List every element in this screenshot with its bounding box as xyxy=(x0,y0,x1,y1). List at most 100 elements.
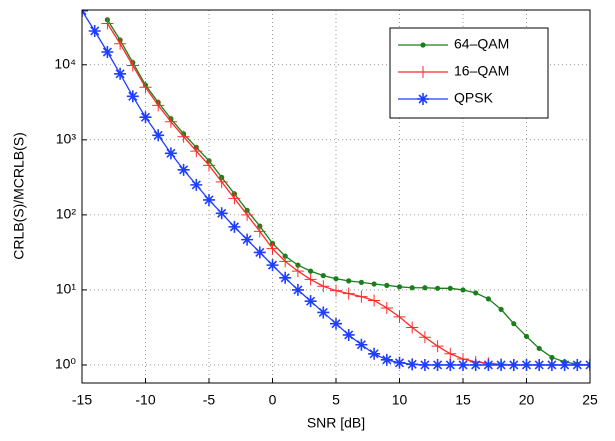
marker xyxy=(393,310,406,323)
x-tick-label: -10 xyxy=(135,392,155,408)
marker xyxy=(228,220,241,233)
marker-shape xyxy=(418,331,431,344)
marker xyxy=(291,283,304,296)
marker xyxy=(417,66,429,78)
marker xyxy=(346,278,352,284)
marker-shape xyxy=(304,295,317,308)
marker-dot xyxy=(346,278,352,284)
marker xyxy=(495,358,508,371)
marker xyxy=(549,354,555,361)
marker xyxy=(308,268,314,274)
marker-shape xyxy=(406,321,419,334)
marker-dot xyxy=(333,276,339,282)
marker-shape xyxy=(203,159,215,172)
marker xyxy=(422,285,428,291)
marker xyxy=(114,67,127,80)
marker-shape xyxy=(417,66,429,78)
marker xyxy=(418,331,431,344)
marker-shape xyxy=(279,255,292,268)
x-tick-label: 0 xyxy=(269,392,277,408)
marker-shape xyxy=(266,242,279,255)
marker xyxy=(406,321,419,334)
marker-shape xyxy=(444,358,457,371)
marker xyxy=(409,285,415,291)
marker-shape xyxy=(417,93,429,105)
marker-dot xyxy=(358,279,364,285)
marker-shape xyxy=(495,358,508,371)
marker xyxy=(371,281,377,287)
marker-dot xyxy=(396,284,403,290)
marker-shape xyxy=(228,220,241,233)
marker-shape xyxy=(355,290,368,303)
marker xyxy=(164,147,177,160)
marker-shape xyxy=(406,358,419,371)
legend-label: QPSK xyxy=(454,90,494,106)
marker xyxy=(304,295,317,308)
marker-dot xyxy=(420,42,426,48)
marker-shape xyxy=(304,273,317,286)
marker xyxy=(253,246,266,259)
marker-shape xyxy=(571,358,584,371)
x-tick-label: -15 xyxy=(72,392,92,408)
marker xyxy=(358,279,364,285)
marker xyxy=(126,90,139,103)
legend-box xyxy=(389,27,549,119)
marker xyxy=(126,59,139,72)
x-tick-label: 10 xyxy=(392,392,408,408)
marker xyxy=(266,242,279,255)
marker-shape xyxy=(266,259,279,272)
marker-dot xyxy=(371,281,377,287)
legend-label: 64–QAM xyxy=(454,36,509,52)
marker xyxy=(435,285,441,291)
marker-shape xyxy=(279,271,292,284)
marker xyxy=(457,358,469,371)
marker xyxy=(241,233,254,246)
marker xyxy=(431,358,444,371)
marker-shape xyxy=(114,67,127,80)
marker xyxy=(355,338,368,351)
marker xyxy=(384,282,390,288)
y-tick-label: 10⁴ xyxy=(54,55,76,71)
marker-dot xyxy=(473,290,479,296)
marker xyxy=(101,46,114,59)
marker xyxy=(447,285,453,291)
marker-shape xyxy=(126,59,139,72)
marker-dot xyxy=(384,282,390,288)
marker-shape xyxy=(380,301,393,314)
marker-shape xyxy=(190,178,203,191)
marker xyxy=(215,175,228,188)
marker-shape xyxy=(342,287,355,300)
marker xyxy=(498,306,504,313)
marker xyxy=(266,259,279,272)
marker xyxy=(406,358,419,371)
x-tick-label: 25 xyxy=(582,392,598,408)
marker-shape xyxy=(139,81,152,94)
marker xyxy=(507,358,520,371)
marker xyxy=(203,159,215,172)
marker-shape xyxy=(152,99,165,112)
marker-shape xyxy=(355,338,368,351)
marker xyxy=(444,358,457,371)
marker xyxy=(228,192,241,205)
marker xyxy=(139,81,152,94)
marker xyxy=(342,287,355,300)
marker xyxy=(241,208,254,221)
marker xyxy=(533,358,546,371)
marker-shape xyxy=(126,90,139,103)
marker xyxy=(523,333,530,340)
marker-shape xyxy=(342,328,355,341)
marker xyxy=(469,358,482,371)
marker-shape xyxy=(545,358,558,371)
marker-shape xyxy=(444,347,457,360)
marker xyxy=(320,273,326,279)
marker xyxy=(152,99,165,112)
marker-shape xyxy=(469,358,482,371)
y-tick-label: 10³ xyxy=(56,131,77,147)
y-tick-label: 10² xyxy=(56,206,77,222)
marker-shape xyxy=(215,207,228,220)
marker-dot xyxy=(422,285,428,291)
marker-shape xyxy=(241,208,254,221)
marker xyxy=(203,193,215,206)
marker-dot xyxy=(511,321,517,327)
